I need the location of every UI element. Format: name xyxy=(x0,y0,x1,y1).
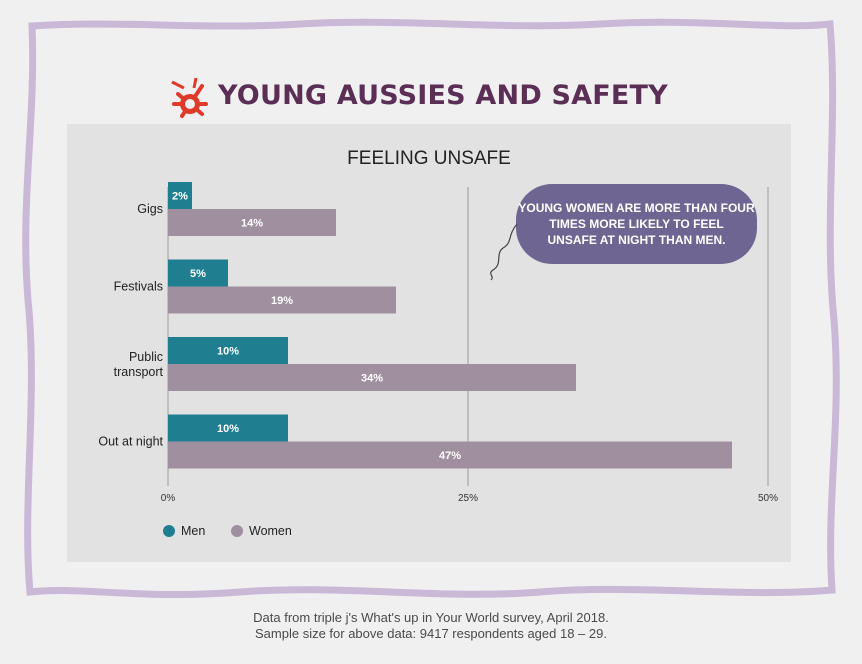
bar-women xyxy=(168,209,336,236)
legend-label: Men xyxy=(181,524,205,538)
bar-men xyxy=(168,414,288,442)
bar-value-label: 14% xyxy=(241,218,263,230)
annotation-squiggle xyxy=(490,223,518,281)
source-line-1: Data from triple j's What's up in Your W… xyxy=(253,610,609,625)
x-tick-label: 25% xyxy=(458,493,478,504)
bar-value-label: 2% xyxy=(172,191,188,203)
annotation-text: YOUNG WOMEN ARE MORE THAN FOUR xyxy=(518,201,755,215)
bar-value-label: 10% xyxy=(217,423,239,435)
bar-men xyxy=(168,259,228,287)
source-line-2: Sample size for above data: 9417 respond… xyxy=(255,626,607,641)
bar-men xyxy=(168,182,192,209)
bar-value-label: 34% xyxy=(361,373,383,385)
category-label: Public xyxy=(129,350,163,364)
bar-chart: FEELING UNSAFE 0% 25% 50% 2% 14% Gigs 5% 19% Fest… xyxy=(98,148,778,538)
bar-women xyxy=(168,441,732,469)
bar-value-label: 10% xyxy=(217,346,239,358)
bar-women xyxy=(168,286,396,314)
annotation-bubble xyxy=(516,184,757,264)
triple-j-logo-icon xyxy=(171,77,208,118)
source-note: Data from triple j's What's up in Your W… xyxy=(0,610,862,642)
bar-men xyxy=(168,337,288,364)
category-label: transport xyxy=(114,365,164,379)
legend-swatch xyxy=(163,525,175,537)
category-label: Gigs xyxy=(137,202,163,216)
legend-swatch xyxy=(231,525,243,537)
chart-panel: FEELING UNSAFE 0% 25% 50% 2% 14% Gigs 5% 19% Fest… xyxy=(67,124,791,562)
annotation-text: TIMES MORE LIKELY TO FEEL xyxy=(549,217,723,231)
page-title: YOUNG AUSSIES AND SAFETY xyxy=(218,80,668,111)
bar-value-label: 5% xyxy=(190,268,206,280)
bar-women xyxy=(168,364,576,391)
category-label: Out at night xyxy=(98,435,163,449)
chart-title: FEELING UNSAFE xyxy=(347,148,511,169)
bar-value-label: 47% xyxy=(439,450,461,462)
bar-value-label: 19% xyxy=(271,295,293,307)
legend-label: Women xyxy=(249,524,292,538)
x-tick-label: 50% xyxy=(758,493,778,504)
x-tick-label: 0% xyxy=(161,493,176,504)
annotation-text: UNSAFE AT NIGHT THAN MEN. xyxy=(548,233,726,247)
category-label: Festivals xyxy=(114,280,163,294)
